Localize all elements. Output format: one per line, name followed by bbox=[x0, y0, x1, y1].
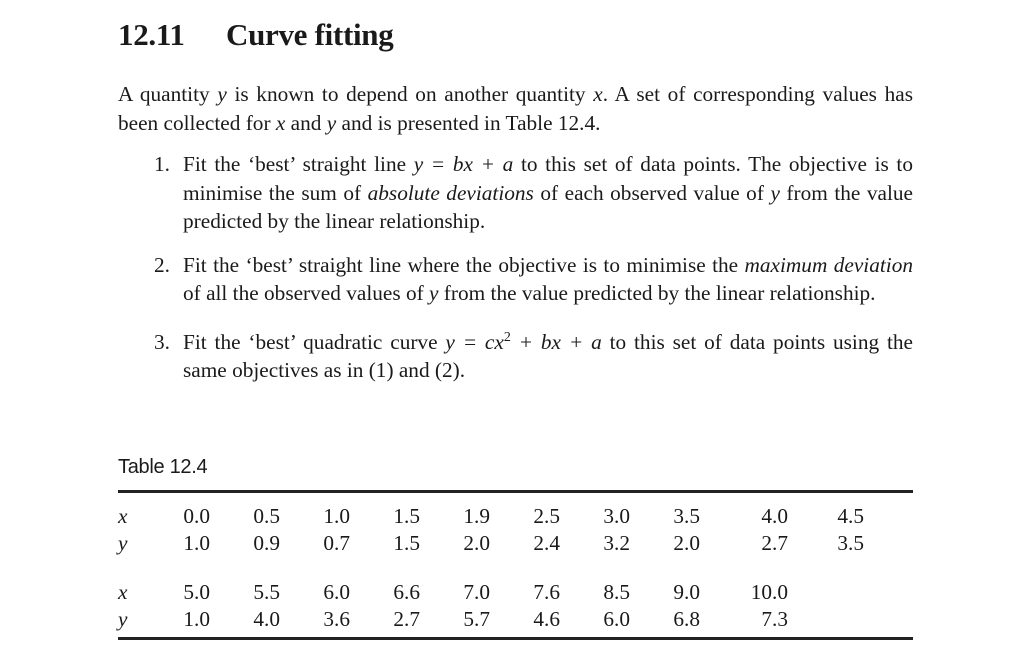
cell: 7.6 bbox=[533, 580, 560, 604]
cell: 1.5 bbox=[393, 531, 420, 555]
table-row: y 1.0 0.9 0.7 1.5 2.0 2.4 3.2 2.0 2.7 3.… bbox=[118, 530, 864, 557]
math-var: x bbox=[593, 82, 603, 106]
cell: 2.0 bbox=[673, 531, 700, 555]
math-var: y bbox=[217, 82, 227, 106]
exercise-list: 1. Fit the ‘best’ straight line y = bx + … bbox=[154, 150, 913, 385]
cell: 6.6 bbox=[393, 580, 420, 604]
table-bottom-rule bbox=[118, 637, 913, 640]
cell: 2.7 bbox=[761, 531, 788, 555]
text: and is presented in Table 12.4. bbox=[336, 111, 601, 135]
text: to this set of data points using the sam… bbox=[183, 329, 913, 383]
cell: 7.3 bbox=[761, 607, 788, 631]
emphasis: absolute deviations bbox=[367, 180, 534, 205]
table-top-rule bbox=[118, 490, 913, 493]
list-marker: 1. bbox=[154, 152, 170, 176]
row-label: x bbox=[118, 504, 128, 528]
text: Fit the ‘best’ quadratic curve bbox=[183, 329, 446, 354]
cell bbox=[788, 606, 864, 633]
math-var: y bbox=[429, 281, 439, 305]
row-label: x bbox=[118, 580, 128, 604]
cell: 6.0 bbox=[603, 607, 630, 631]
cell: 2.7 bbox=[393, 607, 420, 631]
data-table: x 0.0 0.5 1.0 1.5 1.9 2.5 3.0 3.5 4.0 4.… bbox=[118, 503, 864, 633]
text: Fit the ‘best’ straight line bbox=[183, 152, 414, 176]
cell: 9.0 bbox=[673, 580, 700, 604]
cell: 4.6 bbox=[533, 607, 560, 631]
section-heading: 12.11 Curve fitting bbox=[118, 17, 394, 53]
table-row: x 5.0 5.5 6.0 6.6 7.0 7.6 8.5 9.0 10.0 bbox=[118, 579, 864, 606]
cell: 1.0 bbox=[323, 504, 350, 528]
cell: 0.9 bbox=[253, 531, 280, 555]
cell: 0.0 bbox=[183, 504, 210, 528]
text: and bbox=[285, 111, 327, 135]
list-marker: 3. bbox=[154, 329, 170, 354]
cell: 1.0 bbox=[183, 607, 210, 631]
cell: 1.0 bbox=[183, 531, 210, 555]
text: . A set of corresponding values has been… bbox=[118, 82, 914, 135]
row-label: y bbox=[118, 607, 128, 631]
math-var: x bbox=[275, 111, 286, 135]
emphasis: maximum deviation bbox=[744, 252, 913, 277]
exercise-item-1: 1. Fit the ‘best’ straight line y = bx + … bbox=[154, 150, 913, 236]
cell: 1.9 bbox=[463, 504, 490, 528]
cell: 3.0 bbox=[603, 504, 630, 528]
text: Fit the ‘best’ straight line where the o… bbox=[183, 252, 745, 277]
cell: 4.0 bbox=[253, 607, 280, 631]
cell: 2.0 bbox=[463, 531, 490, 555]
cell: 3.5 bbox=[673, 504, 700, 528]
cell: 0.7 bbox=[323, 531, 350, 555]
equation: + bx + a bbox=[510, 329, 602, 354]
equation: y = cx bbox=[445, 329, 504, 354]
text: from the value predicted by the linear r… bbox=[438, 281, 876, 305]
row-label: y bbox=[118, 531, 128, 555]
cell bbox=[788, 579, 864, 606]
intro-paragraph: A quantity y is known to depend on anoth… bbox=[118, 80, 913, 138]
cell: 6.0 bbox=[323, 580, 350, 604]
exercise-item-2: 2. Fit the ‘best’ straight line where the… bbox=[154, 251, 913, 308]
cell: 6.8 bbox=[673, 607, 700, 631]
cell: 2.5 bbox=[533, 504, 560, 528]
section-title: Curve fitting bbox=[226, 17, 394, 52]
text: of all the observed values of bbox=[183, 281, 430, 305]
exponent: 2 bbox=[503, 329, 511, 345]
cell: 3.2 bbox=[603, 531, 630, 555]
exercise-item-3: 3. Fit the ‘best’ quadratic curve y = cx2… bbox=[154, 328, 913, 385]
equation: y = bx + a bbox=[413, 152, 514, 176]
table-caption: Table 12.4 bbox=[118, 456, 208, 478]
text: to this set of data points. The objectiv… bbox=[183, 152, 913, 205]
cell: 0.5 bbox=[253, 504, 280, 528]
text: of each observed value of bbox=[533, 180, 771, 205]
cell: 7.0 bbox=[463, 580, 490, 604]
math-var: y bbox=[326, 111, 337, 135]
cell: 4.5 bbox=[837, 504, 864, 528]
table-spacer bbox=[118, 557, 864, 579]
cell: 3.6 bbox=[323, 607, 350, 631]
cell: 2.4 bbox=[533, 531, 560, 555]
cell: 3.5 bbox=[837, 531, 864, 555]
section-number: 12.11 bbox=[118, 17, 185, 52]
cell: 5.0 bbox=[183, 580, 210, 604]
list-marker: 2. bbox=[154, 252, 170, 277]
cell: 4.0 bbox=[761, 504, 788, 528]
text: from the value predicted by the linear r… bbox=[183, 180, 913, 234]
cell: 5.7 bbox=[463, 607, 490, 631]
text: A quantity bbox=[118, 82, 218, 106]
cell: 10.0 bbox=[750, 580, 788, 604]
cell: 1.5 bbox=[393, 504, 420, 528]
table-row: x 0.0 0.5 1.0 1.5 1.9 2.5 3.0 3.5 4.0 4.… bbox=[118, 503, 864, 530]
math-var: y bbox=[770, 180, 780, 205]
cell: 8.5 bbox=[603, 580, 630, 604]
text: is known to depend on another quantity bbox=[226, 82, 594, 106]
table-row: y 1.0 4.0 3.6 2.7 5.7 4.6 6.0 6.8 7.3 bbox=[118, 606, 864, 633]
cell: 5.5 bbox=[253, 580, 280, 604]
